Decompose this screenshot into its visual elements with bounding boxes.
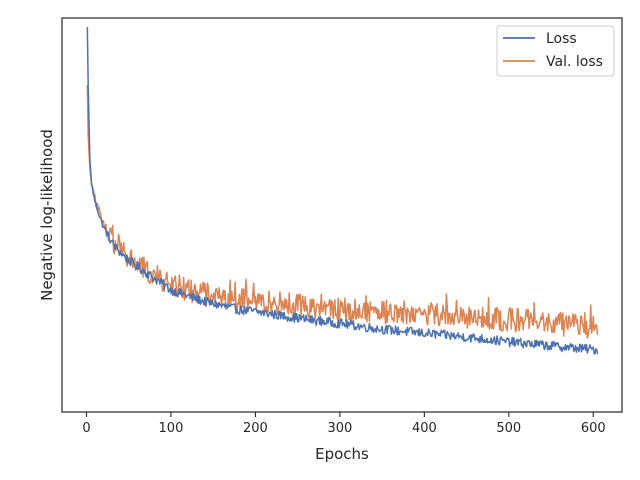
series-lines [86,27,599,355]
x-axis-ticks: 0 100 200 300 400 500 600 [82,412,606,436]
x-tick-label: 300 [327,421,352,436]
legend-label-loss: Loss [546,31,577,47]
x-axis-label: Epochs [315,445,369,463]
legend: Loss Val. loss [496,25,615,77]
x-tick-label: 600 [581,421,606,436]
series-line-val-loss [86,84,599,339]
series-line-loss [86,27,599,355]
x-tick-label: 400 [412,421,437,436]
y-axis-label: Negative log-likelihood [38,129,56,301]
legend-label-val-loss: Val. loss [546,54,603,70]
x-tick-label: 0 [82,421,90,436]
x-tick-label: 200 [243,421,268,436]
x-tick-label: 100 [159,421,184,436]
plot-frame [61,17,623,413]
x-tick-label: 500 [496,421,521,436]
